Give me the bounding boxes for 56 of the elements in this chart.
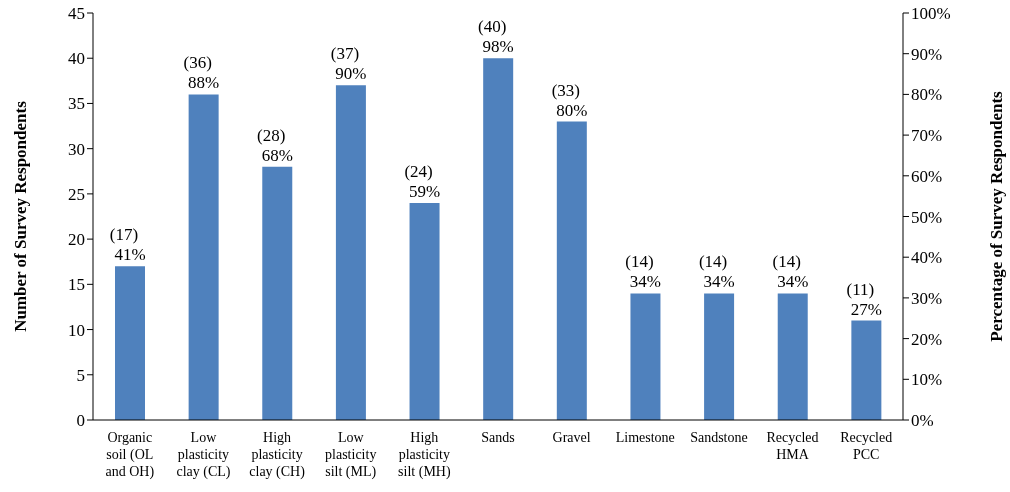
bar <box>851 320 882 420</box>
bar <box>409 202 440 420</box>
data-label: (33) 80% <box>551 80 588 120</box>
y-axis-title: Number of Survey Respondents <box>11 100 31 332</box>
data-label: (17) 41% <box>109 225 146 265</box>
data-label: (40) 98% <box>478 17 514 57</box>
data-label: (11) 27% <box>846 279 882 319</box>
y-tick-label: 25 <box>68 184 85 204</box>
y-tick-label: 15 <box>68 275 85 295</box>
y2-tick-label: 40% <box>911 248 943 268</box>
y-tick-label: 10 <box>68 320 85 340</box>
bar <box>262 166 293 420</box>
x-tick-label: Low plasticity clay (CL) <box>176 430 231 480</box>
y2-tick-label: 80% <box>911 85 943 105</box>
x-tick-label: Recycled PCC <box>840 430 893 462</box>
y2-tick-label: 70% <box>911 126 943 146</box>
y-tick-label: 5 <box>76 365 85 385</box>
y2-tick-label: 50% <box>911 207 943 227</box>
bar <box>115 266 145 420</box>
y2-tick-label: 30% <box>911 288 943 308</box>
x-tick-label: High plasticity silt (MH) <box>398 430 451 480</box>
bar <box>630 293 661 420</box>
data-label: (36) 88% <box>183 53 220 93</box>
data-label: (14) 34% <box>772 252 809 292</box>
y2-tick-label: 60% <box>911 166 943 186</box>
y2-tick-label: 0% <box>911 411 934 431</box>
x-tick-label: Low plasticity silt (ML) <box>325 430 377 480</box>
data-label: (24) 59% <box>404 161 441 201</box>
x-tick-label: Sands <box>481 430 515 445</box>
x-tick-label: Limestone <box>615 430 675 445</box>
data-label: (28) 68% <box>257 125 293 165</box>
y-tick-label: 0 <box>76 411 85 431</box>
y2-axis-title: Percentage of Survey Respondents <box>987 90 1007 342</box>
bar <box>335 85 366 420</box>
y2-tick-label: 90% <box>911 44 943 64</box>
bar <box>556 121 587 420</box>
y-tick-label: 40 <box>68 49 85 69</box>
bar <box>777 293 808 420</box>
x-tick-label: Organic soil (OL and OH) <box>105 430 155 480</box>
bar <box>483 58 514 420</box>
y-tick-label: 35 <box>68 94 85 114</box>
x-tick-label: Sandstone <box>690 430 748 445</box>
x-tick-label: High plasticity clay (CH) <box>249 430 306 480</box>
x-tick-label: Gravel <box>552 430 591 445</box>
data-label: (14) 34% <box>625 252 662 292</box>
bar <box>704 293 735 420</box>
y-tick-label: 30 <box>68 139 85 159</box>
y2-tick-label: 100% <box>911 4 951 24</box>
y2-tick-label: 20% <box>911 329 943 349</box>
y2-tick-label: 10% <box>911 370 943 390</box>
bar <box>188 94 219 420</box>
y-tick-label: 20 <box>68 230 85 250</box>
y-tick-label: 45 <box>68 4 85 24</box>
x-tick-label: Recycled HMA <box>766 430 819 462</box>
data-label: (37) 90% <box>330 44 367 84</box>
data-label: (14) 34% <box>698 252 735 292</box>
